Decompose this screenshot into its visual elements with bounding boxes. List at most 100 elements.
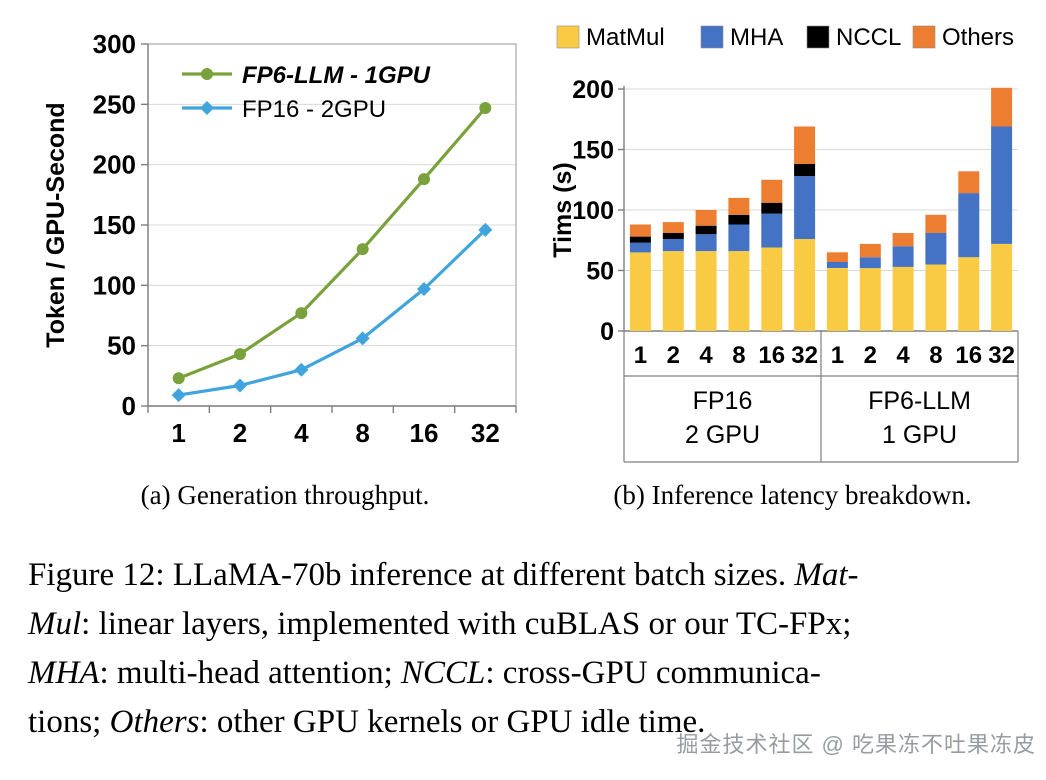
caption-term: Mul — [28, 606, 82, 642]
bar-segment-Others — [794, 126, 816, 164]
bar-segment-MHA — [794, 176, 816, 239]
bar-segment-MHA — [826, 262, 848, 268]
bar-segment-MatMul — [761, 247, 783, 331]
bar-segment-MHA — [728, 224, 750, 252]
series-line-FP16 - 2GPU — [177, 228, 487, 397]
legend-item-NCCL: NCCL — [806, 24, 901, 51]
x-tick-label: 16 — [410, 418, 439, 448]
y-tick-label: 250 — [93, 89, 136, 119]
batch-label: 4 — [896, 342, 910, 369]
data-point-marker — [479, 101, 492, 114]
legend-label: FP6-LLM - 1GPU — [242, 62, 431, 89]
batch-label: 2 — [667, 342, 680, 369]
latency-chart-svg: MatMul MHA NCCL Others 0 50 100 150 200 Tims (s) 1… — [549, 24, 1019, 463]
legend-item-MHA: MHA — [700, 24, 783, 51]
data-point-marker — [233, 378, 247, 393]
batch-label: 8 — [929, 342, 942, 369]
bar-segment-MHA — [662, 239, 684, 252]
batch-label: 4 — [699, 342, 713, 369]
data-point-marker — [200, 101, 214, 115]
group-label-gpus: 2 GPU — [685, 421, 760, 449]
batch-label: 32 — [988, 342, 1015, 369]
y-tick-label: 50 — [586, 258, 614, 286]
bar-segment-MatMul — [892, 266, 914, 331]
bar-segment-MatMul — [859, 268, 881, 331]
figure-caption: Figure 12: LLaMA-70b inference at differ… — [28, 551, 1038, 747]
bar-segment-Others — [991, 87, 1013, 127]
legend-swatch — [912, 25, 936, 49]
batch-label: 8 — [732, 342, 745, 369]
bar-segment-MHA — [892, 246, 914, 267]
batch-label: 16 — [955, 342, 982, 369]
data-point-marker — [294, 362, 309, 377]
caption-text: tions; — [28, 704, 110, 740]
batch-label: 16 — [758, 342, 785, 369]
bar-segment-MHA — [629, 242, 651, 253]
x-tick-label: 1 — [171, 418, 185, 448]
y-axis-title: Tims (s) — [551, 162, 577, 257]
y-tick-label: 50 — [107, 331, 136, 361]
data-point-marker — [295, 307, 308, 320]
legend-item-FP16 - 2GPU: FP16 - 2GPU — [182, 96, 386, 123]
caption-text: : other GPU kernels or GPU idle time. — [199, 704, 706, 740]
x-tick-label: 4 — [294, 418, 309, 448]
legend-swatch — [556, 25, 580, 49]
legend-swatch — [700, 25, 724, 49]
bar-segment-MHA — [958, 193, 980, 258]
bar-segment-Others — [826, 252, 848, 262]
watermark: 掘金技术社区 @ 吃果冻不吐果冻皮 — [676, 732, 1036, 757]
bar-segment-Others — [761, 179, 783, 203]
bar-segment-NCCL — [695, 225, 717, 235]
bar-segment-MatMul — [662, 251, 684, 331]
batch-label: 32 — [791, 342, 818, 369]
caption-term: Others — [109, 704, 200, 740]
legend-label: MatMul — [586, 24, 665, 51]
caption-text: Figure 12: LLaMA-70b inference at differ… — [28, 557, 795, 593]
data-point-marker — [171, 388, 186, 403]
batch-label: 1 — [634, 342, 647, 369]
bar-segment-Others — [859, 243, 881, 258]
bar-segment-Others — [662, 222, 684, 233]
bar-segment-MatMul — [826, 268, 848, 331]
data-point-marker — [201, 68, 213, 80]
y-tick-label: 0 — [122, 391, 136, 421]
bar-segment-Others — [958, 171, 980, 194]
x-tick-label: 8 — [355, 418, 369, 448]
legend-item-FP6-LLM - 1GPU: FP6-LLM - 1GPU — [182, 62, 431, 89]
data-point-marker — [418, 173, 430, 186]
y-tick-label: 0 — [600, 318, 614, 346]
bar-segment-MHA — [695, 234, 717, 252]
y-tick-label: 100 — [93, 270, 136, 300]
throughput-chart-svg: 0 50 100 150 200 250 300 1 2 4 8 16 32 Token / GPU-Se… — [42, 29, 517, 448]
bar-segment-MHA — [761, 213, 783, 248]
legend-label: MHA — [730, 24, 783, 51]
series-line-FP6-LLM - 1GPU — [177, 106, 487, 380]
group-label-config: FP16 — [693, 387, 753, 415]
bar-segment-NCCL — [794, 164, 816, 177]
caption-term: MHA — [28, 655, 100, 691]
x-tick-label: 2 — [233, 418, 247, 448]
caption-line: Figure 12: LLaMA-70b inference at differ… — [28, 551, 1038, 600]
legend-item-MatMul: MatMul — [556, 24, 665, 51]
y-tick-label: 200 — [93, 150, 136, 180]
y-tick-label: 200 — [572, 76, 614, 104]
bar-segment-MatMul — [794, 239, 816, 331]
legend-item-Others: Others — [912, 24, 1014, 51]
data-point-marker — [417, 281, 431, 296]
bar-segment-MatMul — [991, 243, 1013, 331]
bar-segment-NCCL — [728, 214, 750, 225]
y-axis-title: Token / GPU-Second — [42, 102, 70, 347]
bar-segment-MHA — [859, 257, 881, 269]
data-point-marker — [172, 372, 185, 385]
bar-segment-MatMul — [925, 264, 947, 331]
caption-text: : multi-head attention; — [99, 655, 401, 691]
y-tick-label: 150 — [93, 210, 136, 240]
bar-segment-Others — [629, 224, 651, 237]
bar-segment-Others — [892, 233, 914, 247]
legend-swatch — [806, 25, 830, 49]
bar-segment-MatMul — [728, 251, 750, 331]
caption-text: : cross-GPU communica- — [485, 655, 821, 691]
batch-label: 1 — [831, 342, 844, 369]
x-tick-label: 32 — [471, 418, 500, 448]
